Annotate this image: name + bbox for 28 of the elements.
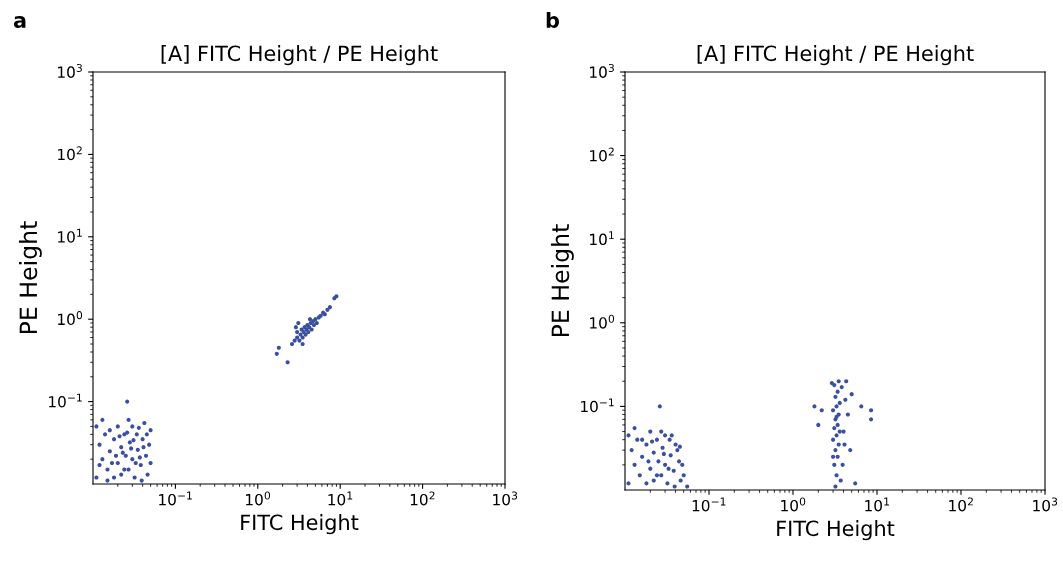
x-tick-label: 10$^{1}$ <box>328 491 353 506</box>
y-tick-label: 10$^{2}$ <box>58 146 82 161</box>
y-tick-label: 10$^{2}$ <box>590 147 614 162</box>
x-tick-label: 10$^{−1}$ <box>692 497 726 512</box>
x-axis-title: FITC Height <box>241 514 359 535</box>
y-tick-label: 10$^{−1}$ <box>49 393 82 408</box>
y-tick-label: 10$^{3}$ <box>590 63 614 78</box>
x-tick-label: 10$^{−1}$ <box>159 491 192 506</box>
y-tick-label: 10$^{0}$ <box>590 314 615 329</box>
x-tick-label: 10$^{3}$ <box>493 491 518 506</box>
x-tick-label: 10$^{0}$ <box>246 491 271 506</box>
y-tick-label: 10$^{0}$ <box>58 311 83 326</box>
y-tick-label: 10$^{1}$ <box>58 228 82 243</box>
text: b <box>546 11 559 29</box>
x-tick-label: 10$^{3}$ <box>1033 497 1058 512</box>
chart-title: [A] FITC Height / PE Height <box>161 45 438 66</box>
x-tick-label: 10$^{2}$ <box>949 497 973 512</box>
x-axis-title: FITC Height <box>777 520 895 541</box>
text: a <box>13 16 26 29</box>
chart-title: [A] FITC Height / PE Height <box>697 45 974 66</box>
x-tick-label: 10$^{1}$ <box>865 497 889 512</box>
y-tick-label: 10$^{1}$ <box>590 231 614 246</box>
y-axis-title: PE Height <box>18 221 42 334</box>
y-tick-label: 10$^{−1}$ <box>581 398 614 413</box>
x-tick-label: 10$^{0}$ <box>781 497 806 512</box>
y-tick-label: 10$^{3}$ <box>58 63 82 78</box>
y-axis-title: PE Height <box>550 224 574 337</box>
x-tick-label: 10$^{2}$ <box>410 491 435 506</box>
